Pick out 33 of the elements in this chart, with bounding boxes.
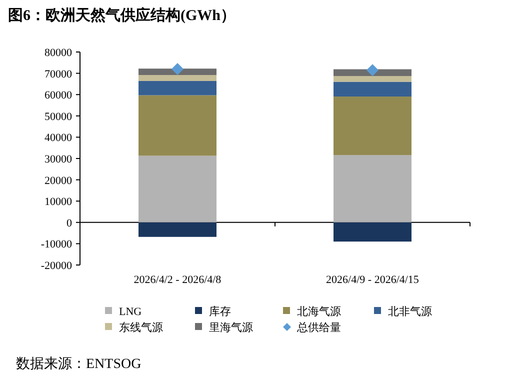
y-tick-label: 10000 xyxy=(44,196,72,208)
legend-label: 里海气源 xyxy=(209,322,253,334)
y-tick-label: 60000 xyxy=(44,90,72,102)
source-note: 数据来源：ENTSOG xyxy=(16,356,142,372)
y-tick-label: 40000 xyxy=(44,132,72,144)
y-tick-label: -20000 xyxy=(40,260,72,272)
bar xyxy=(138,68,216,76)
bar xyxy=(334,82,412,97)
bar xyxy=(138,95,216,156)
bar xyxy=(334,96,412,156)
bar xyxy=(334,155,412,222)
legend-label: 北海气源 xyxy=(297,305,341,318)
legend-label: 北非气源 xyxy=(388,305,432,318)
bar xyxy=(334,76,412,82)
y-tick-label: 80000 xyxy=(44,47,72,59)
y-tick-label: -10000 xyxy=(40,238,72,251)
bar xyxy=(138,222,216,237)
bar xyxy=(138,156,216,222)
x-tick-label: 2026/4/2 - 2026/4/8 xyxy=(134,274,222,286)
bar xyxy=(138,75,216,81)
legend-label: 总供给量 xyxy=(296,321,341,334)
x-tick-label: 2026/4/9 - 2026/4/15 xyxy=(326,274,420,286)
bar xyxy=(138,80,216,96)
y-tick-label: 20000 xyxy=(44,174,72,187)
legend-label: 东线气源 xyxy=(119,321,163,334)
legend-label: LNG xyxy=(119,306,142,318)
y-tick-label: 50000 xyxy=(44,110,72,123)
y-tick-label: 0 xyxy=(66,217,72,230)
y-tick-label: 30000 xyxy=(44,154,72,166)
bar xyxy=(334,222,412,242)
chart-title: 图6：欧洲天然气供应结构(GWh） xyxy=(8,6,236,24)
y-tick-label: 70000 xyxy=(44,68,72,80)
legend-label: 库存 xyxy=(209,305,231,318)
